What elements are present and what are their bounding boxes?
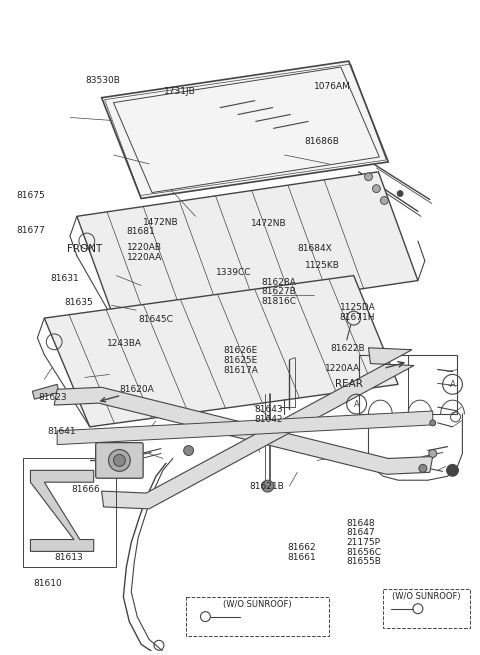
Text: 1472NB: 1472NB [251,219,287,229]
Text: 1243BA: 1243BA [107,339,142,348]
Polygon shape [30,470,94,552]
Text: 1472NB: 1472NB [143,218,179,227]
Text: 1125DA: 1125DA [340,303,375,312]
Text: 81620A: 81620A [119,385,154,394]
Text: 81645C: 81645C [138,314,173,324]
Text: 81628A: 81628A [261,278,296,287]
Text: A: A [450,380,456,389]
Text: 81622B: 81622B [330,345,365,353]
Circle shape [397,191,403,196]
Circle shape [262,480,274,492]
Text: 21175P: 21175P [347,538,381,547]
Polygon shape [33,384,59,399]
Circle shape [364,173,372,181]
Text: 1220AB: 1220AB [127,244,162,252]
Text: 1731JB: 1731JB [164,86,196,96]
Text: 81631: 81631 [50,274,79,283]
Circle shape [419,464,427,472]
Text: 81686B: 81686B [304,137,339,146]
Text: 81610: 81610 [34,579,62,588]
Text: 81661: 81661 [288,553,316,562]
Circle shape [113,455,125,466]
Text: 81635: 81635 [64,299,93,307]
Text: 81625E: 81625E [223,356,258,365]
Text: 81613: 81613 [54,553,83,562]
Text: 1339CC: 1339CC [216,268,252,277]
Text: 1076AM: 1076AM [313,82,350,91]
Text: 1220AA: 1220AA [325,364,360,373]
Polygon shape [54,387,433,474]
Circle shape [380,196,388,204]
Text: 81627B: 81627B [261,288,296,297]
Circle shape [108,449,130,472]
Text: 81666: 81666 [72,485,100,494]
Text: FRONT: FRONT [67,244,102,253]
Text: 1125KB: 1125KB [305,261,340,271]
Polygon shape [102,61,388,198]
Text: 81662: 81662 [288,543,316,552]
Text: 1220AA: 1220AA [127,253,162,262]
Text: 83530B: 83530B [86,76,120,84]
Polygon shape [57,411,433,445]
Polygon shape [44,276,398,427]
Text: 81677: 81677 [16,226,45,235]
Text: 81671H: 81671H [340,312,375,322]
Text: 81621B: 81621B [250,481,284,491]
Circle shape [372,185,380,193]
Text: 81648: 81648 [347,519,375,527]
Text: 81623: 81623 [38,393,67,402]
Polygon shape [77,172,418,325]
Text: 81647: 81647 [347,528,375,537]
Text: 81655B: 81655B [347,557,382,567]
Circle shape [429,449,437,457]
Text: 81642: 81642 [254,415,283,424]
Text: (W/O SUNROOF): (W/O SUNROOF) [393,592,461,601]
Text: 81626E: 81626E [223,346,258,355]
Text: 81675: 81675 [16,191,45,200]
Text: 81681: 81681 [126,227,155,236]
Text: (W/O SUNROOF): (W/O SUNROOF) [224,600,292,609]
Circle shape [184,445,193,455]
Text: 81684X: 81684X [297,244,332,253]
Text: REAR: REAR [335,379,363,390]
Text: 81643: 81643 [254,405,283,414]
Text: 81816C: 81816C [261,297,296,306]
Text: 81617A: 81617A [223,365,258,375]
Circle shape [446,464,458,476]
Text: A: A [354,400,360,409]
Text: 81641: 81641 [48,426,76,436]
FancyBboxPatch shape [96,443,143,478]
Text: 81656C: 81656C [347,548,382,557]
Polygon shape [102,348,414,509]
Circle shape [430,420,436,426]
